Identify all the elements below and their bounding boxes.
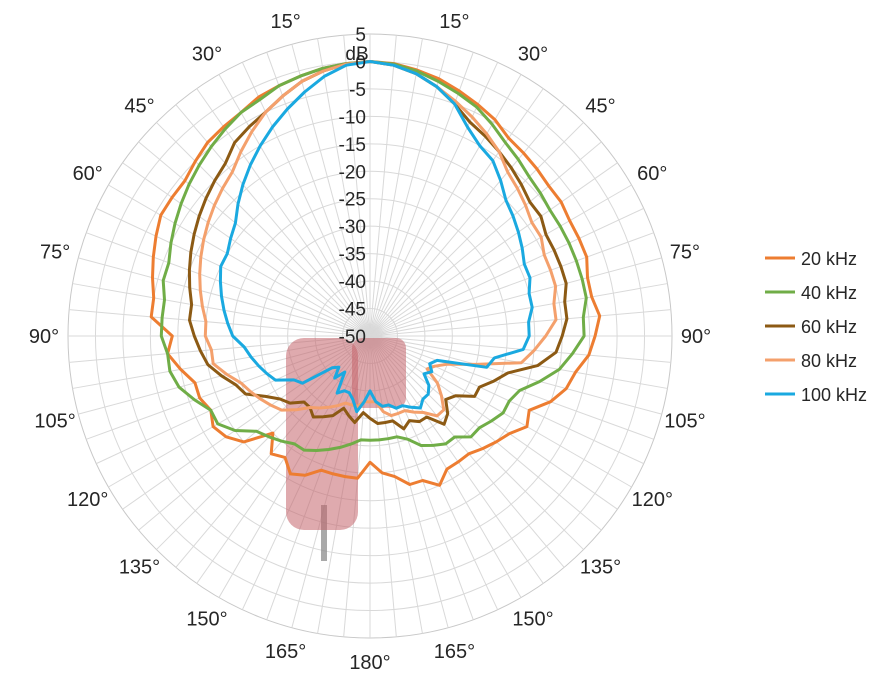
radial-tick-label: -15 (339, 135, 366, 156)
radial-tick-label: -10 (339, 107, 366, 128)
legend-entry: 80 kHz (801, 351, 857, 371)
grid-spoke (122, 162, 371, 337)
angle-label: 45° (124, 96, 154, 118)
series-line-2 (187, 60, 569, 431)
angle-label: 120° (67, 489, 108, 511)
mic-body (286, 338, 358, 530)
grid-spoke (369, 335, 632, 488)
grid-spoke (369, 88, 544, 337)
grid-spoke (266, 52, 371, 337)
angle-label: 90° (29, 326, 59, 348)
angle-label: 150° (512, 608, 553, 630)
angle-label: 165° (434, 641, 475, 663)
angle-label: 15° (270, 11, 300, 33)
legend-entry: 100 kHz (801, 385, 867, 405)
mic-head (352, 338, 406, 408)
grid-spoke (369, 232, 654, 337)
grid-spoke (369, 335, 644, 465)
grid-spoke (369, 335, 618, 510)
radial-tick-label: -45 (339, 300, 366, 321)
legend-entry: 20 kHz (801, 249, 857, 269)
radial-tick-label: -25 (339, 190, 366, 211)
angle-label: 30° (192, 44, 222, 66)
grid-spoke (156, 122, 371, 337)
grid-spoke (369, 122, 584, 337)
angle-label: 75° (670, 242, 700, 264)
legend: 20 kHz 40 kHz 60 kHz 80 kHz 100 kHz (765, 249, 867, 405)
radial-tick-label: -35 (339, 245, 366, 266)
grid-spoke (343, 35, 371, 337)
grid-spoke (369, 335, 662, 415)
legend-entry: 60 kHz (801, 317, 857, 337)
legend-entry: 40 kHz (801, 283, 857, 303)
series-line-0 (149, 60, 602, 487)
grid-spoke (369, 162, 618, 337)
grid-spoke (78, 257, 371, 337)
radial-tick-label: 5 (355, 25, 366, 46)
angle-label: 135° (119, 557, 160, 579)
angle-label: 180° (349, 652, 390, 674)
angle-axis-labels: 15° 30° 45° 60° 75° 90° 105° 120° 135° 150° 165° 18… (29, 11, 711, 674)
grid-spoke (369, 38, 423, 337)
grid-spoke (241, 62, 371, 337)
grid-spoke (369, 309, 671, 337)
grid-spoke (369, 335, 654, 440)
radial-unit-label: dB (345, 44, 368, 65)
radial-tick-label: -20 (339, 162, 366, 183)
radial-tick-label: -50 (339, 327, 366, 348)
angle-label: 105° (34, 410, 75, 432)
angle-label: 150° (186, 608, 227, 630)
grid-spoke (369, 104, 565, 337)
grid-spoke (369, 52, 474, 337)
angle-label: 75° (40, 242, 70, 264)
grid-spoke (72, 283, 371, 337)
radial-axis-labels: 5 0 -5 -10 -15 -20 -25 -30 -35 -40 -45 -50 (339, 25, 366, 348)
grid-spoke (369, 335, 602, 531)
angle-label: 90° (681, 326, 711, 348)
series-line-1 (159, 60, 588, 452)
grid-spoke (369, 207, 644, 337)
grid-spoke (69, 309, 371, 337)
radial-tick-label: -40 (339, 272, 366, 293)
series-lines (149, 60, 602, 487)
angle-label: 165° (265, 641, 306, 663)
angle-label: 60° (637, 163, 667, 185)
grid-spoke (96, 207, 371, 337)
angle-label: 135° (580, 557, 621, 579)
radial-tick-label: -5 (349, 80, 366, 101)
grid-spoke (138, 141, 371, 337)
grid-spoke (218, 74, 371, 337)
polar-grid (67, 33, 673, 639)
mic-cable (321, 505, 327, 561)
grid-spoke (369, 35, 397, 337)
grid-spoke (369, 184, 632, 337)
angle-label: 105° (664, 410, 705, 432)
angle-label: 45° (585, 96, 615, 118)
angle-label: 15° (439, 11, 469, 33)
angle-label: 30° (518, 44, 548, 66)
angle-label: 60° (73, 163, 103, 185)
grid-spoke (108, 184, 371, 337)
radial-tick-label: -30 (339, 217, 366, 238)
grid-spoke (369, 283, 668, 337)
grid-spoke (369, 141, 602, 337)
grid-spoke (369, 44, 449, 337)
grid-spoke (317, 38, 371, 337)
grid-spoke (86, 232, 371, 337)
series-line-4 (218, 60, 534, 414)
series-line-3 (198, 60, 558, 418)
angle-label: 120° (632, 489, 673, 511)
radial-tick-label: 0 (355, 52, 366, 73)
grid-spoke (369, 257, 662, 337)
grid-spoke (369, 74, 522, 337)
